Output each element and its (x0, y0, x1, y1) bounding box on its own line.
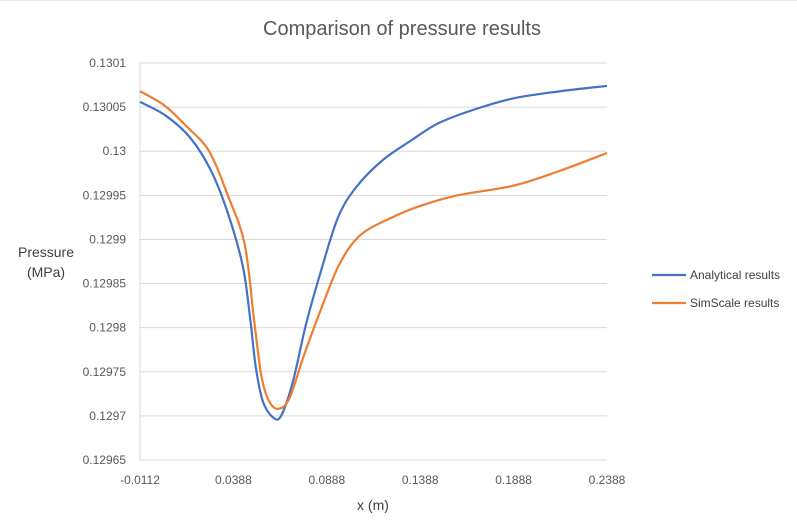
y-tick-label: 0.12975 (83, 365, 127, 379)
legend-label-analytical: Analytical results (690, 268, 780, 282)
y-tick-label: 0.12995 (83, 188, 127, 202)
x-tick-label: 0.0888 (308, 473, 345, 487)
y-tick-label: 0.12965 (83, 453, 127, 467)
y-axis-tick-labels: 0.12965 0.1297 0.12975 0.1298 0.12985 0.1299 0… (83, 56, 127, 467)
y-tick-label: 0.13005 (83, 100, 127, 114)
y-tick-label: 0.1298 (89, 321, 126, 335)
x-axis-tick-labels: -0.0112 0.0388 0.0888 0.1388 0.1888 0.2388 (120, 473, 626, 487)
analytical-results-line (139, 84, 608, 421)
y-tick-label: 0.12985 (83, 277, 127, 291)
x-tick-label: 0.1888 (495, 473, 532, 487)
x-axis-title: x (m) (357, 497, 389, 513)
y-tick-label: 0.1301 (89, 56, 126, 70)
y-axis-title-line-2: (MPa) (27, 264, 65, 280)
x-tick-label: -0.0112 (120, 473, 160, 487)
x-tick-label: 0.0388 (215, 473, 252, 487)
chart-title: Comparison of pressure results (263, 18, 541, 40)
y-tick-label: 0.1297 (89, 409, 126, 423)
x-tick-label: 0.1388 (402, 473, 439, 487)
y-axis-title-line-1: Pressure (18, 244, 74, 260)
y-tick-label: 0.1299 (89, 232, 126, 246)
y-tick-label: 0.13 (103, 144, 127, 158)
x-tick-label: 0.2388 (589, 473, 626, 487)
gridlines (139, 62, 607, 461)
series-lines (139, 84, 608, 421)
legend-label-simscale: SimScale results (690, 296, 779, 310)
simscale-results-line (139, 90, 608, 410)
legend: Analytical results SimScale results (652, 268, 780, 310)
